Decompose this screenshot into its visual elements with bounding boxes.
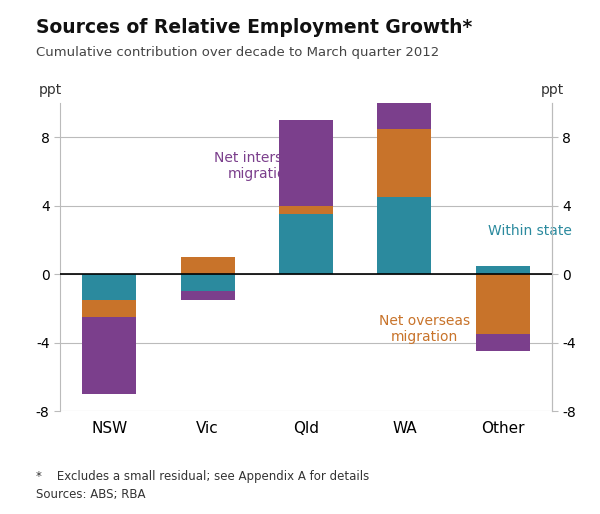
Bar [377, 197, 431, 274]
Bar [181, 291, 235, 300]
Text: Within state: Within state [488, 224, 572, 238]
Text: Net overseas
migration: Net overseas migration [379, 314, 470, 344]
Bar [377, 128, 431, 197]
Bar [279, 120, 333, 206]
Text: Sources of Relative Employment Growth*: Sources of Relative Employment Growth* [36, 18, 472, 37]
Text: ppt: ppt [541, 83, 564, 97]
Bar [82, 317, 136, 394]
Bar [476, 266, 530, 274]
Text: Net interstate
migration: Net interstate migration [214, 151, 310, 181]
Text: Cumulative contribution over decade to March quarter 2012: Cumulative contribution over decade to M… [36, 46, 439, 59]
Bar [279, 214, 333, 274]
Bar [181, 274, 235, 291]
Bar [181, 257, 235, 274]
Bar [377, 103, 431, 128]
Text: ppt: ppt [39, 83, 62, 97]
Bar [82, 300, 136, 317]
Bar [476, 274, 530, 334]
Bar [82, 274, 136, 300]
Bar [476, 334, 530, 351]
Text: *    Excludes a small residual; see Appendix A for details
Sources: ABS; RBA: * Excludes a small residual; see Appendi… [36, 470, 369, 501]
Bar [279, 206, 333, 214]
